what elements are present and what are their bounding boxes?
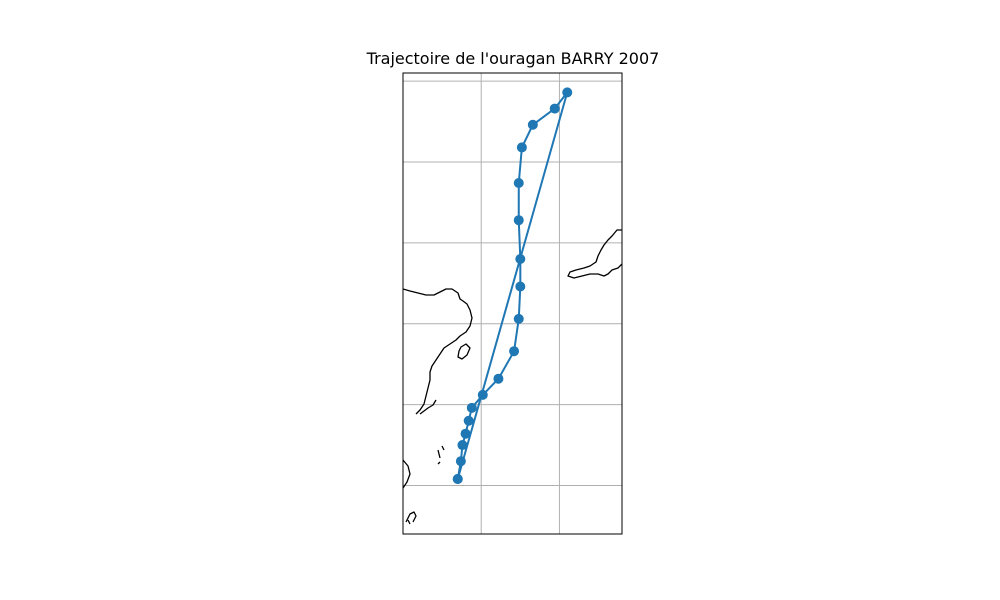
- track-point: [477, 389, 488, 400]
- coastlines: [403, 229, 622, 525]
- coastline-newfoundland: [567, 229, 622, 279]
- coastline-florida: [403, 288, 473, 415]
- map-title: Trajectoire de l'ouragan BARRY 2007: [366, 49, 660, 68]
- track-line: [456, 91, 569, 480]
- track-point: [515, 281, 526, 292]
- coastline-islands: [419, 399, 445, 465]
- track-point: [452, 474, 463, 485]
- track-point: [513, 177, 524, 188]
- track-point: [457, 440, 468, 451]
- track-point: [509, 346, 520, 357]
- track-point: [455, 456, 466, 467]
- track-point: [513, 313, 524, 324]
- hurricane-track: [452, 87, 573, 485]
- coastline-keys: [403, 459, 417, 525]
- track-point: [460, 428, 471, 439]
- coastline-lake: [457, 343, 471, 360]
- track-point: [463, 415, 474, 426]
- track-point: [516, 142, 527, 153]
- track-point: [549, 103, 560, 114]
- gridlines: [403, 73, 622, 534]
- track-point: [562, 87, 573, 98]
- track-point: [527, 119, 538, 130]
- track-point: [513, 215, 524, 226]
- track-point: [515, 254, 526, 265]
- track-point: [493, 373, 504, 384]
- track-point: [466, 402, 477, 413]
- map-axes: [402, 72, 623, 535]
- map-frame: [402, 72, 623, 535]
